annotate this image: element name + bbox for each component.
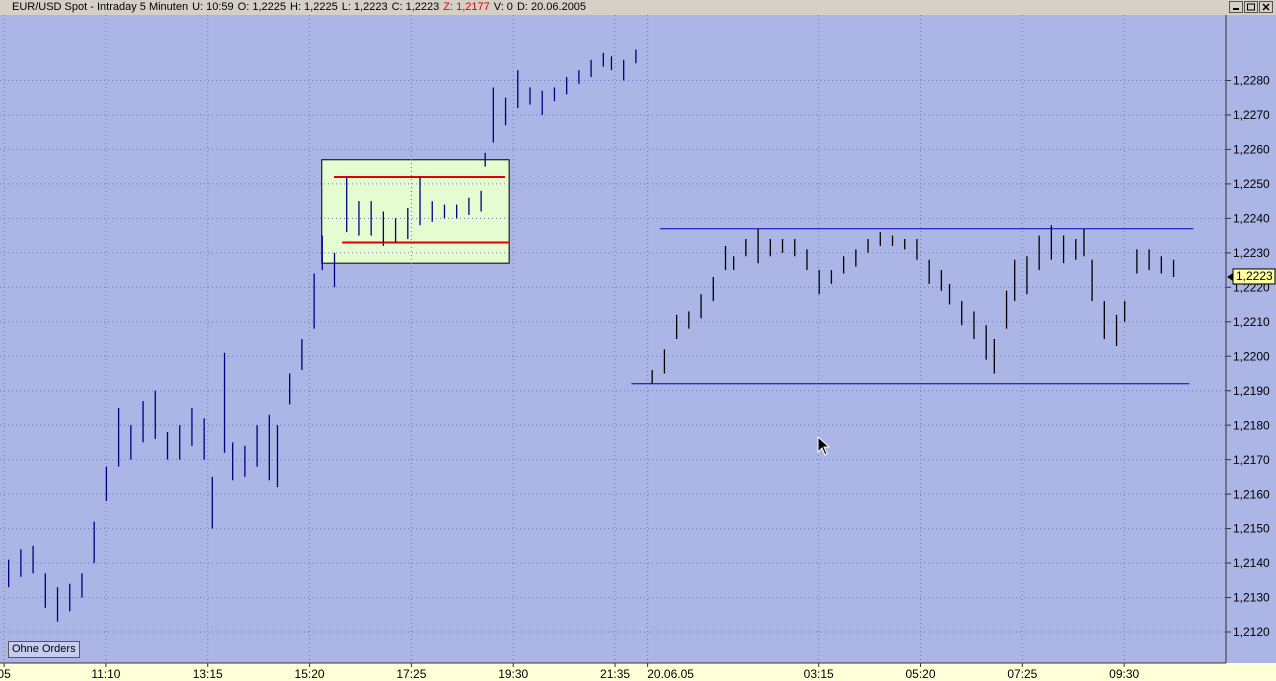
y-tick-label: 1,2150 [1233, 522, 1270, 536]
x-tick-label: 20.06.05 [647, 667, 694, 681]
orders-button[interactable]: Ohne Orders [8, 641, 80, 658]
x-tick-label: 05:20 [906, 667, 936, 681]
y-tick-label: 1,2120 [1233, 625, 1270, 639]
y-tick-label: 1,2170 [1233, 453, 1270, 467]
y-tick-label: 1,2280 [1233, 74, 1270, 88]
info: D: 20.06.2005 [516, 1, 587, 13]
y-tick-label: 1,2240 [1233, 212, 1270, 226]
maximize-button[interactable] [1244, 1, 1258, 13]
y-tick-label: 1,2210 [1233, 315, 1270, 329]
title-bar: EUR/USD Spot - Intraday 5 Minuten U: 10:5… [0, 0, 1276, 15]
x-tick-label: 19:30 [498, 667, 528, 681]
x-tick-label: 17:25 [396, 667, 426, 681]
x-tick-label: 03:15 [804, 667, 834, 681]
y-tick-label: 1,2140 [1233, 556, 1270, 570]
x-tick-label: 15:20 [295, 667, 325, 681]
minimize-button[interactable] [1229, 1, 1243, 13]
info: U: 10:59 [192, 1, 234, 13]
info: V: 0 [493, 1, 513, 13]
range-box [321, 159, 510, 264]
x-tick-label: 21:35 [600, 667, 630, 681]
y-tick-label: 1,2160 [1233, 487, 1270, 501]
x-tick-label: 09:30 [1109, 667, 1139, 681]
y-tick-label: 1,2250 [1233, 177, 1270, 191]
plot-layer: 1,2280 1,2270 1,2260 1,2250 1,2240 1,2230 1,22… [0, 15, 1276, 681]
y-tick-label: 1,2230 [1233, 246, 1270, 260]
x-tick-label: 05 [0, 667, 11, 681]
x-axis-band [0, 663, 1276, 681]
info: L: 1,2223 [341, 1, 388, 13]
y-tick-label: 1,2200 [1233, 349, 1270, 363]
y-tick-label: 1,2130 [1233, 591, 1270, 605]
info: Z: 1,2177 [443, 1, 490, 13]
info: O: 1,2225 [237, 1, 286, 13]
y-tick-label: 1,2260 [1233, 143, 1270, 157]
info: C: 1,2223 [391, 1, 440, 13]
y-tick-label: 1,2180 [1233, 418, 1270, 432]
y-tick-label: 1,2190 [1233, 384, 1270, 398]
x-tick-label: 11:10 [91, 667, 120, 681]
x-tick-label: 13:15 [193, 667, 223, 681]
last-price-pointer [1227, 272, 1233, 281]
last-price-label: 1,2223 [1236, 269, 1273, 283]
info: H: 1,2225 [290, 1, 338, 13]
window-buttons[interactable] [1229, 1, 1273, 14]
y-tick-label: 1,2270 [1233, 108, 1270, 122]
symbol: EUR/USD Spot - Intraday 5 Minuten [12, 1, 189, 13]
mouse-cursor [817, 435, 831, 456]
x-tick-label: 07:25 [1007, 667, 1037, 681]
